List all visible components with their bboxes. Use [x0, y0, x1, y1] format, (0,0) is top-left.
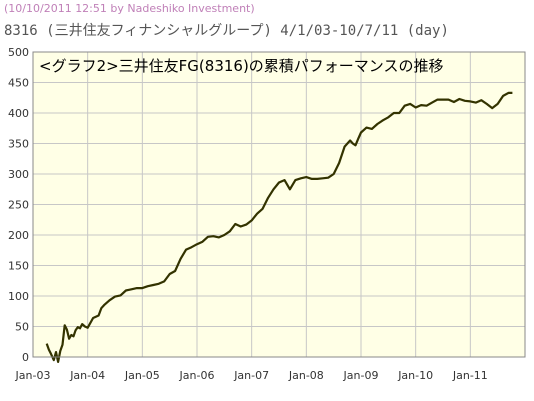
x-tick-label: Jan-11 — [452, 369, 488, 382]
y-tick-label: 150 — [8, 260, 29, 273]
x-tick-label: Jan-10 — [397, 369, 433, 382]
plot-border — [32, 51, 526, 358]
y-tick-label: 300 — [8, 168, 29, 181]
x-tick-label: Jan-06 — [179, 369, 215, 382]
x-tick-label: Jan-04 — [69, 369, 105, 382]
y-tick-label: 500 — [8, 46, 29, 59]
x-tick-label: Jan-07 — [233, 369, 269, 382]
y-axis-ticks: 0 50 100 150 200 250 300 350 400 450 500 — [8, 46, 29, 364]
x-axis-ticks: Jan-03 Jan-04 Jan-05 Jan-06 Jan-07 Jan-08 Jan-… — [15, 369, 488, 382]
y-tick-label: 250 — [8, 199, 29, 212]
y-tick-label: 0 — [22, 351, 29, 364]
x-tick-label: Jan-05 — [124, 369, 160, 382]
y-tick-label: 400 — [8, 107, 29, 120]
chart-title: <グラフ2>三井住友FG(8316)の累積パフォーマンスの推移 — [39, 57, 444, 75]
x-tick-label: Jan-09 — [343, 369, 379, 382]
y-tick-label: 50 — [15, 321, 29, 334]
y-tick-label: 350 — [8, 138, 29, 151]
y-tick-label: 100 — [8, 290, 29, 303]
window-title: 8316 (三井住友フィナンシャルグループ) 4/1/03-10/7/11 (d… — [4, 23, 449, 39]
series-line — [45, 91, 513, 363]
y-tick-label: 450 — [8, 77, 29, 90]
x-tick-label: Jan-03 — [15, 369, 51, 382]
y-tick-label: 200 — [8, 229, 29, 242]
x-tick-label: Jan-08 — [288, 369, 324, 382]
watermark-text: (10/10/2011 12:51 by Nadeshiko Investmen… — [4, 2, 255, 15]
